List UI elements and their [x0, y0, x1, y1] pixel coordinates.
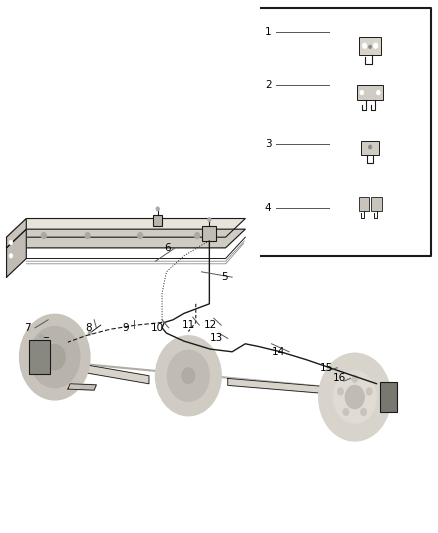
Circle shape: [29, 326, 80, 388]
Text: 1: 1: [265, 27, 272, 37]
Text: 3: 3: [265, 139, 272, 149]
Text: 10: 10: [151, 323, 164, 333]
Circle shape: [352, 375, 358, 383]
Circle shape: [374, 43, 378, 49]
Circle shape: [155, 336, 221, 416]
Circle shape: [377, 90, 380, 95]
Circle shape: [39, 334, 44, 340]
Circle shape: [194, 232, 200, 239]
Bar: [361, 141, 379, 155]
Circle shape: [138, 232, 143, 239]
Text: 9: 9: [123, 323, 129, 333]
Circle shape: [182, 368, 195, 384]
Circle shape: [360, 408, 367, 416]
Bar: [202, 226, 216, 241]
Bar: [380, 382, 396, 412]
Text: 6: 6: [164, 243, 171, 253]
Circle shape: [156, 207, 159, 211]
Circle shape: [85, 232, 90, 239]
Polygon shape: [7, 229, 26, 277]
Bar: [357, 85, 383, 100]
Text: 11: 11: [182, 320, 195, 330]
Text: 13: 13: [210, 334, 223, 343]
Circle shape: [167, 350, 209, 401]
Polygon shape: [228, 378, 368, 397]
Polygon shape: [7, 229, 245, 248]
Text: 5: 5: [221, 272, 228, 282]
Circle shape: [360, 90, 364, 95]
Circle shape: [343, 408, 349, 416]
Polygon shape: [26, 354, 149, 384]
Circle shape: [362, 43, 367, 49]
Circle shape: [319, 353, 391, 441]
Circle shape: [41, 232, 46, 239]
Circle shape: [368, 145, 372, 149]
Circle shape: [9, 240, 13, 245]
Bar: [29, 340, 50, 374]
Polygon shape: [7, 219, 26, 248]
Text: 16: 16: [333, 374, 346, 383]
Text: 4: 4: [265, 203, 272, 213]
Circle shape: [337, 387, 343, 395]
Circle shape: [88, 331, 92, 335]
Bar: [371, 197, 381, 211]
Polygon shape: [68, 384, 96, 390]
Circle shape: [208, 217, 211, 222]
Bar: [359, 197, 369, 211]
Text: 2: 2: [265, 80, 272, 90]
Circle shape: [44, 344, 65, 370]
Circle shape: [333, 371, 376, 423]
Text: 15: 15: [320, 363, 333, 373]
Circle shape: [9, 254, 13, 258]
Polygon shape: [7, 219, 245, 237]
Circle shape: [366, 387, 372, 395]
Circle shape: [345, 385, 364, 409]
Circle shape: [20, 314, 90, 400]
Text: 14: 14: [272, 347, 285, 357]
Bar: [153, 215, 162, 226]
Text: 8: 8: [85, 323, 92, 333]
Text: 12: 12: [204, 320, 217, 330]
Bar: [359, 37, 381, 55]
Text: 7: 7: [24, 323, 31, 333]
Circle shape: [369, 45, 371, 49]
